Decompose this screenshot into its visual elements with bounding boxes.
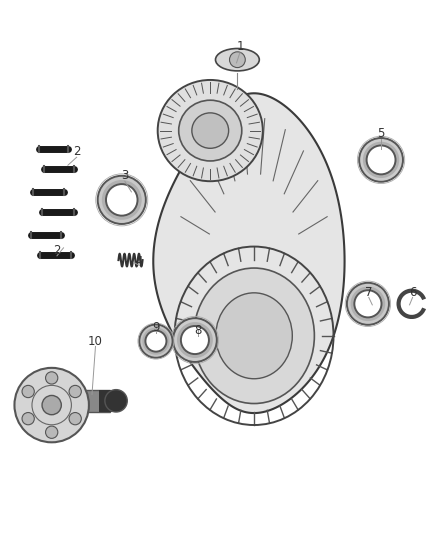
Circle shape [46,372,58,384]
Ellipse shape [158,80,263,181]
Text: 8: 8 [194,324,201,337]
Text: 9: 9 [152,321,160,334]
Ellipse shape [192,113,229,148]
Ellipse shape [179,100,242,161]
Text: 10: 10 [88,335,103,348]
Circle shape [22,385,34,398]
Bar [99,390,116,412]
Circle shape [105,390,127,412]
Circle shape [42,395,61,415]
Circle shape [46,426,58,438]
Ellipse shape [194,268,314,403]
Circle shape [142,328,170,354]
Circle shape [145,330,166,352]
Circle shape [14,368,89,442]
Text: 2: 2 [73,146,81,158]
Text: 5: 5 [378,127,385,140]
Circle shape [22,413,34,425]
Circle shape [139,325,173,358]
Circle shape [363,142,399,178]
Text: 3: 3 [121,169,128,182]
Polygon shape [153,93,345,413]
Text: 7: 7 [365,286,373,298]
Bar [77,390,110,412]
Circle shape [367,146,396,174]
Circle shape [230,52,245,68]
Circle shape [69,413,81,425]
Bar [210,87,229,174]
Text: 4: 4 [135,255,143,268]
Circle shape [98,176,146,224]
Text: 1: 1 [236,41,244,53]
Text: 6: 6 [409,286,417,298]
Circle shape [181,326,209,354]
Circle shape [354,290,381,317]
Ellipse shape [216,293,292,379]
Ellipse shape [215,49,259,71]
Circle shape [106,184,138,216]
Text: 2: 2 [53,244,61,257]
Circle shape [347,283,389,325]
Circle shape [359,138,403,182]
Circle shape [102,180,142,220]
Circle shape [177,322,213,358]
Circle shape [69,385,81,398]
Circle shape [350,287,385,321]
Circle shape [173,318,217,362]
